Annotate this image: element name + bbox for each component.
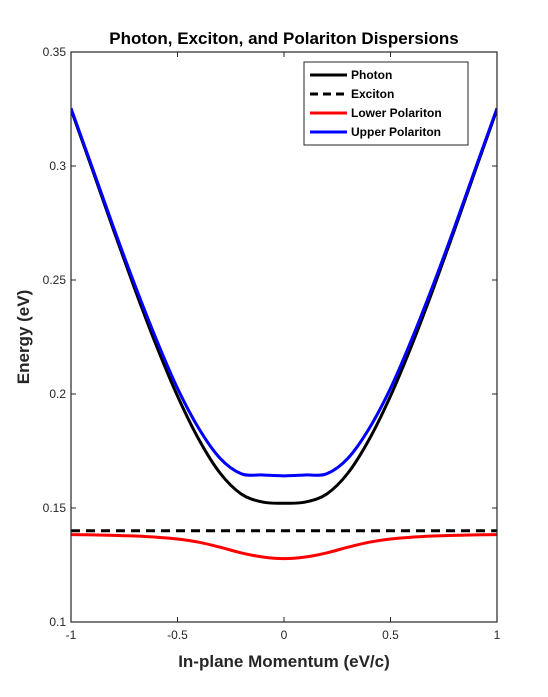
x-tick-label: -1: [66, 628, 77, 642]
y-tick-label: 0.35: [43, 45, 67, 59]
y-tick-label: 0.3: [49, 159, 66, 173]
legend-item-1: Photon: [310, 68, 392, 82]
series-line-4: [71, 107, 497, 478]
x-tick-label: -0.5: [167, 628, 188, 642]
legend-label: Upper Polariton: [351, 125, 441, 139]
x-axis-label: In-plane Momentum (eV/c): [178, 652, 390, 671]
legend: Photon Exciton Lower Polariton Upper Polari…: [303, 61, 469, 146]
y-tick-label: 0.25: [43, 273, 67, 287]
y-tick-label: 0.1: [49, 615, 66, 629]
chart-title: Photon, Exciton, and Polariton Dispersio…: [109, 29, 458, 48]
y-tick-label: 0.15: [43, 501, 67, 515]
y-tick-label: 0.2: [49, 387, 66, 401]
legend-item-3: Lower Polariton: [310, 106, 442, 120]
x-tick-label: 0: [281, 628, 288, 642]
series-line-1: [71, 108, 497, 505]
legend-item-4: Upper Polariton: [310, 125, 441, 139]
x-tick-label: 0.5: [382, 628, 399, 642]
x-tick-label: 1: [494, 628, 501, 642]
legend-label: Photon: [351, 68, 392, 82]
series-line-3: [71, 533, 497, 561]
legend-item-2: Exciton: [310, 87, 394, 101]
legend-label: Lower Polariton: [351, 106, 442, 120]
y-axis-label: Energy (eV): [14, 290, 33, 384]
legend-label: Exciton: [351, 87, 394, 101]
plot-area: -1 -0.5 0 0.5 1 0.1 0.15 0.2 0.25 0.3 0.35: [43, 45, 501, 642]
ticks-layer: -1 -0.5 0 0.5 1 0.1 0.15 0.2 0.25 0.3 0.35: [43, 45, 501, 642]
series-layer: [71, 107, 497, 561]
